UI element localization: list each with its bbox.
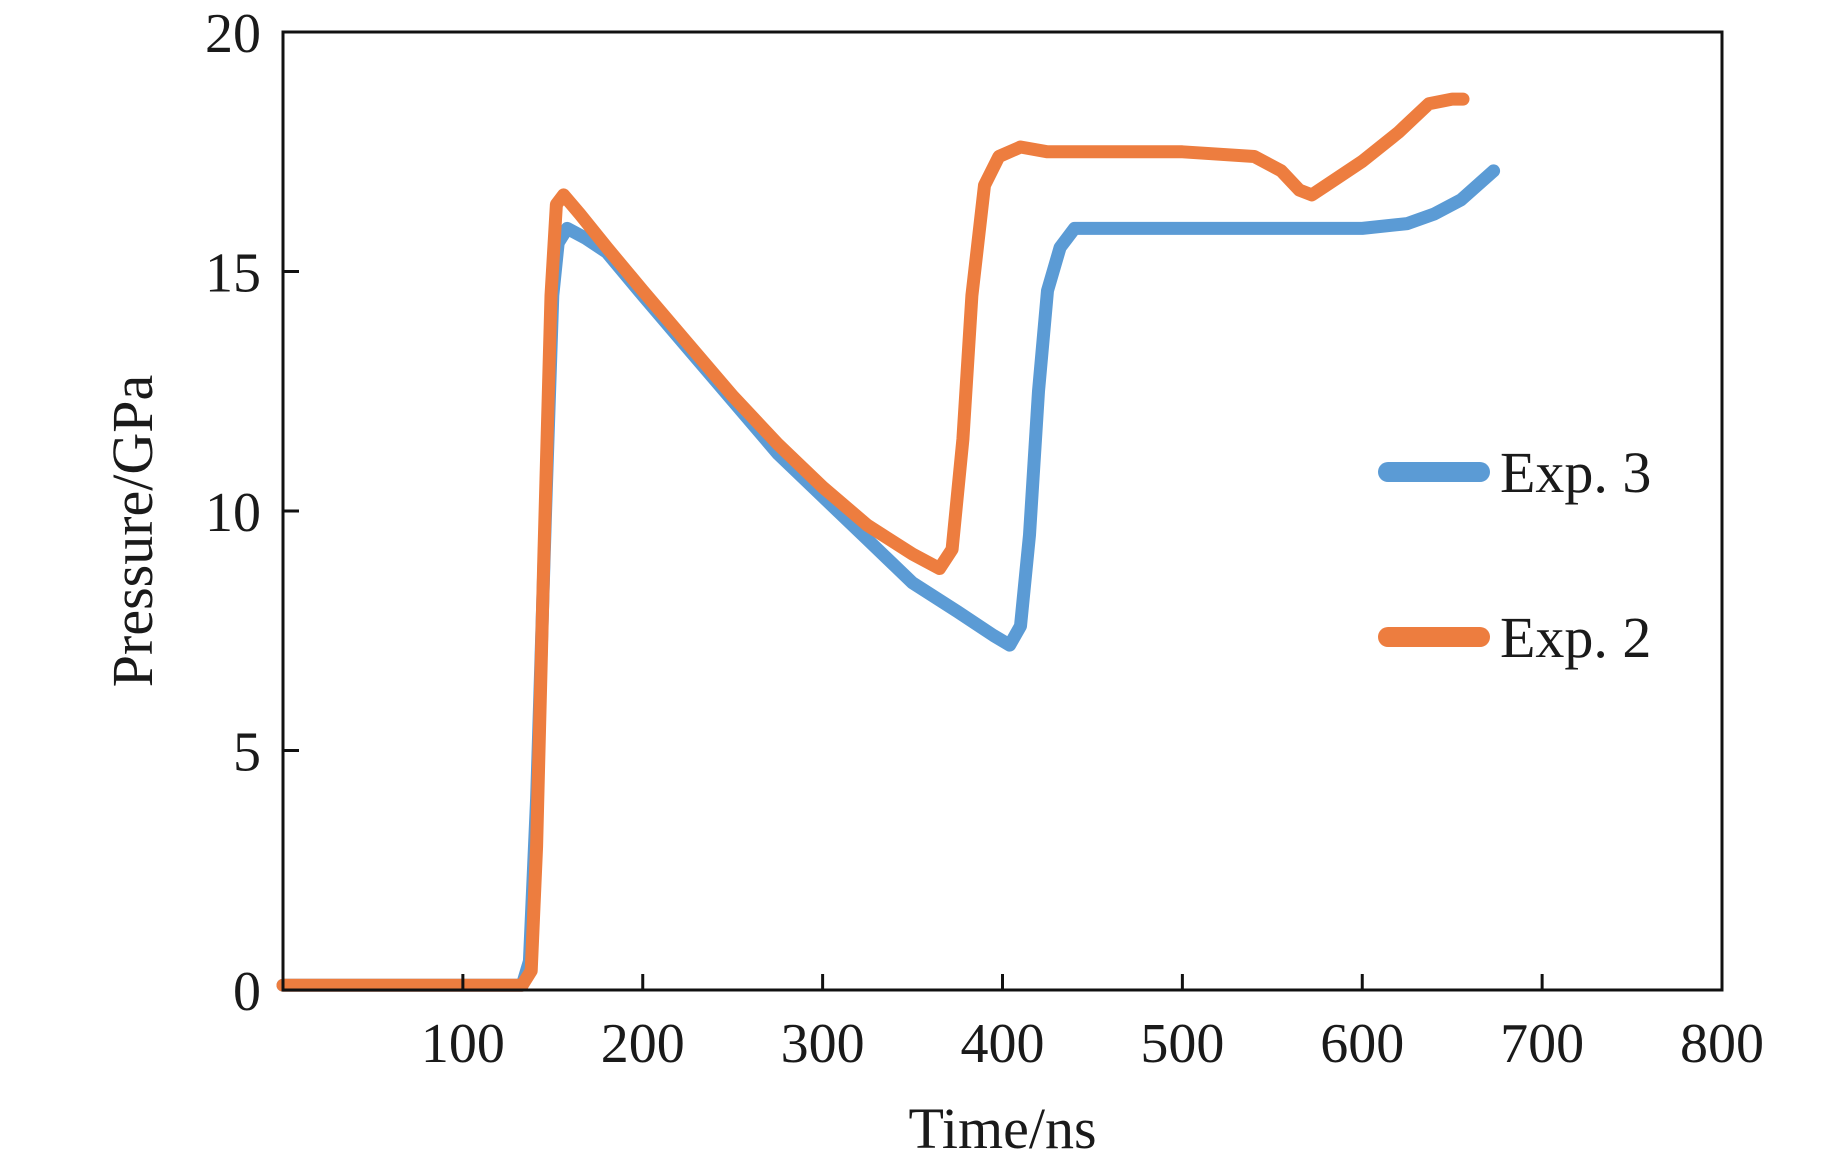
x-tick-label: 600 (1320, 1013, 1404, 1075)
x-tick-label: 100 (421, 1013, 505, 1075)
x-tick-label: 300 (781, 1013, 865, 1075)
series-line-exp-3 (276, 164, 1501, 992)
series-line-exp-2 (276, 92, 1470, 992)
y-tick-label: 5 (233, 722, 261, 784)
y-tick-label: 10 (205, 482, 261, 544)
x-tick-label: 200 (601, 1013, 685, 1075)
x-tick-label: 700 (1500, 1013, 1584, 1075)
x-axis-title: Time/ns (908, 1096, 1096, 1161)
legend-label: Exp. 2 (1500, 605, 1651, 670)
axis-ticks: 100 200 300 400 500 600 700 800 0 5 10 15 20 (205, 3, 1764, 1075)
y-tick-label: 0 (233, 961, 261, 1023)
y-tick-label: 20 (205, 3, 261, 65)
series-lines (276, 92, 1501, 992)
x-tick-label: 500 (1140, 1013, 1224, 1075)
legend-label: Exp. 3 (1500, 440, 1651, 505)
y-axis-title: Pressure/GPa (100, 375, 165, 688)
x-tick-label: 400 (961, 1013, 1045, 1075)
y-tick-label: 15 (205, 243, 261, 305)
plot-frame (281, 30, 1724, 992)
x-tick-label: 800 (1680, 1013, 1764, 1075)
legend: Exp. 3 Exp. 2 (1378, 440, 1651, 670)
